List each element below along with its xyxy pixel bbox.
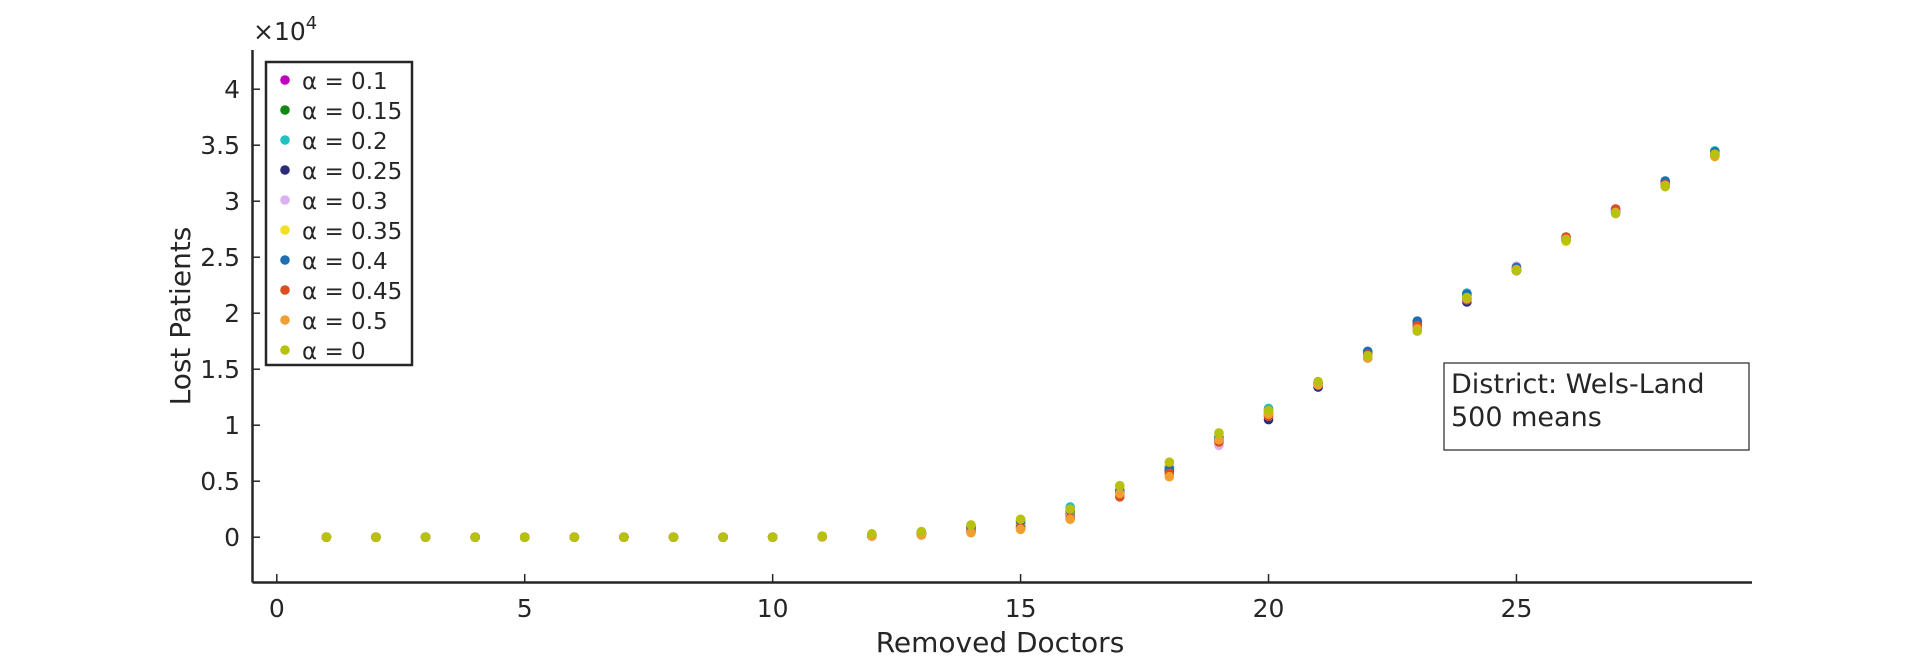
- data-point-series-9: [1710, 149, 1720, 159]
- annotation-line-2: 500 means: [1451, 402, 1602, 433]
- data-point-series-9: [867, 529, 877, 539]
- y-multiplier-exponent: 4: [306, 13, 317, 34]
- data-point-series-9: [519, 532, 530, 542]
- legend-marker-0: [280, 75, 290, 85]
- data-point-series-9: [817, 531, 828, 541]
- data-points: [321, 146, 1720, 542]
- x-tick-label: 5: [517, 594, 533, 623]
- legend-label-8: α = 0.5: [302, 309, 388, 335]
- data-point-series-9: [1015, 514, 1026, 525]
- legend-marker-3: [280, 165, 290, 175]
- y-axis-label: Lost Patients: [164, 227, 197, 406]
- data-point-series-9: [569, 532, 580, 542]
- y-tick-label: 2.5: [200, 243, 240, 272]
- data-point-series-9: [1263, 405, 1274, 416]
- data-point-series-9: [371, 532, 381, 542]
- data-point-series-9: [1164, 457, 1175, 467]
- y-multiplier-label: ×104: [253, 13, 317, 46]
- legend-label-0: α = 0.1: [302, 69, 388, 95]
- data-point-series-9: [321, 532, 332, 542]
- y-tick-label: 0: [224, 523, 240, 552]
- data-point-series-9: [1561, 235, 1571, 246]
- data-point-series-9: [916, 526, 927, 537]
- data-point-series-9: [619, 532, 629, 542]
- annotation-line-1: District: Wels-Land: [1451, 369, 1705, 400]
- y-tick-label: 1: [224, 411, 240, 440]
- legend-marker-4: [280, 195, 290, 205]
- y-tick-label: 1.5: [200, 355, 240, 384]
- y-tick-label: 2: [224, 299, 240, 328]
- legend-label-3: α = 0.25: [302, 159, 402, 185]
- legend-box: [264, 60, 414, 367]
- data-point-series-9: [767, 532, 778, 542]
- y-ticks: 0 0.5 1 1.5 2 2.5 3 3.5 4: [200, 75, 260, 552]
- data-point-series-8: [966, 527, 976, 538]
- y-tick-label: 4: [224, 75, 240, 104]
- legend-label-6: α = 0.4: [302, 249, 388, 275]
- x-tick-label: 10: [757, 594, 789, 623]
- legend-label-4: α = 0.3: [302, 189, 388, 215]
- legend-label-7: α = 0.45: [302, 279, 402, 305]
- data-point-series-8: [1164, 471, 1175, 482]
- data-point-series-9: [1462, 292, 1472, 303]
- annotation-box: [1443, 362, 1750, 451]
- data-point-series-9: [1214, 428, 1224, 438]
- y-tick-label: 3: [224, 187, 240, 216]
- data-point-series-9: [420, 532, 431, 542]
- data-point-series-8: [1114, 488, 1125, 499]
- data-point-series-9: [1065, 504, 1075, 514]
- x-tick-label: 20: [1253, 594, 1285, 623]
- x-tick-label: 15: [1005, 594, 1037, 623]
- legend-marker-9: [280, 345, 290, 355]
- data-point-series-9: [718, 532, 728, 542]
- data-point-series-9: [1660, 181, 1671, 192]
- data-point-series-9: [1114, 480, 1125, 491]
- legend-label-2: α = 0.2: [302, 129, 388, 155]
- x-ticks: 0 5 10 15 20 25: [269, 574, 1533, 623]
- legend-marker-7: [280, 285, 290, 295]
- legend-label-9: α = 0: [302, 339, 366, 365]
- legend-marker-6: [280, 255, 290, 265]
- x-tick-label: 0: [269, 594, 285, 623]
- data-point-series-8: [1214, 434, 1224, 445]
- legend-marker-8: [280, 315, 290, 325]
- data-point-series-9: [1412, 326, 1423, 336]
- data-point-series-8: [1065, 514, 1075, 525]
- legend-marker-2: [280, 135, 290, 145]
- data-point-series-9: [1511, 265, 1522, 276]
- legend-label-1: α = 0.15: [302, 99, 402, 125]
- x-tick-label: 25: [1501, 594, 1533, 623]
- y-tick-label: 0.5: [200, 467, 240, 496]
- legend-label-5: α = 0.35: [302, 219, 402, 245]
- y-tick-label: 3.5: [200, 131, 240, 160]
- data-point-series-9: [1313, 376, 1323, 387]
- data-point-series-9: [470, 532, 480, 542]
- data-point-series-9: [966, 520, 976, 530]
- data-point-series-9: [668, 532, 679, 542]
- data-point-series-8: [1015, 524, 1026, 535]
- data-point-series-9: [1610, 208, 1621, 219]
- data-point-series-9: [1362, 350, 1373, 361]
- legend: α = 0.1 α = 0.15 α = 0.2 α = 0.25 α = 0.3 α =…: [264, 60, 414, 367]
- annotation: District: Wels-Land 500 means: [1443, 362, 1750, 451]
- legend-marker-1: [280, 105, 290, 115]
- legend-marker-5: [280, 225, 290, 235]
- x-axis-label: Removed Doctors: [876, 626, 1125, 657]
